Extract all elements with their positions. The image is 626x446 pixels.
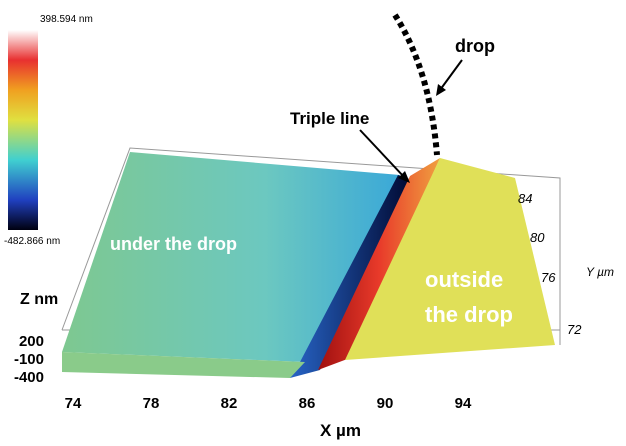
label-under: under the drop (110, 234, 237, 254)
y-axis-label: Y µm (586, 265, 614, 279)
z-tick-label: -100 (14, 351, 44, 368)
label-outside: the drop (425, 302, 513, 327)
color-min: -482.866 nm (4, 236, 60, 247)
color-bar (8, 30, 38, 230)
x-tick-label: 74 (65, 395, 82, 412)
y-tick-label: 80 (530, 230, 545, 245)
z-tick-label: 200 (19, 333, 44, 350)
label-outside: outside (425, 267, 503, 292)
color-max: 398.594 nm (40, 14, 93, 25)
drop-arrow (440, 60, 462, 90)
x-tick-label: 94 (455, 395, 472, 412)
x-tick-label: 82 (221, 395, 238, 412)
z-axis-label: Z nm (20, 291, 58, 308)
x-tick-label: 86 (299, 395, 316, 412)
x-tick-label: 78 (143, 395, 160, 412)
z-tick-label: -400 (14, 369, 44, 386)
arrow-head (436, 84, 446, 96)
triple-arrow (360, 130, 405, 178)
x-tick-label: 90 (377, 395, 394, 412)
y-tick-label: 72 (567, 322, 582, 337)
label-drop: drop (455, 36, 495, 56)
y-tick-label: 76 (541, 270, 556, 285)
x-axis-label: X µm (320, 421, 361, 440)
label-triple-line: Triple line (290, 109, 369, 128)
y-tick-label: 84 (518, 191, 532, 206)
figure: 398.594 nm -482.866 nm drop Triple line … (0, 0, 626, 441)
drop-profile (395, 15, 437, 155)
